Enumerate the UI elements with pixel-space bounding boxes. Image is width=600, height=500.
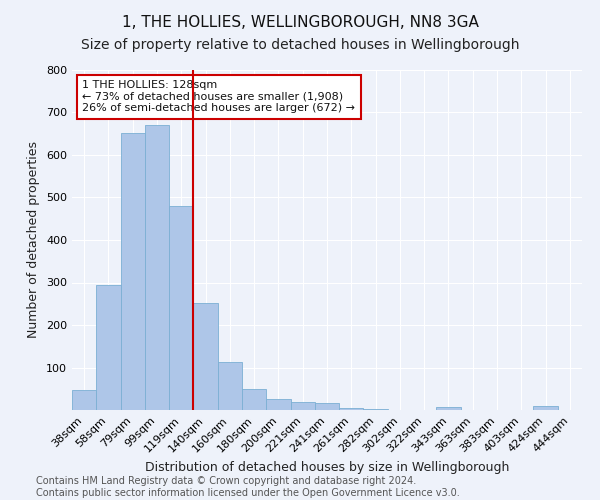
Bar: [193, 303, 218, 410]
Bar: [533, 406, 558, 410]
Bar: [364, 409, 388, 410]
Text: 1, THE HOLLIES, WELLINGBOROUGH, NN8 3GA: 1, THE HOLLIES, WELLINGBOROUGH, NN8 3GA: [122, 15, 478, 30]
X-axis label: Distribution of detached houses by size in Wellingborough: Distribution of detached houses by size …: [145, 461, 509, 474]
Text: 1 THE HOLLIES: 128sqm
← 73% of detached houses are smaller (1,908)
26% of semi-d: 1 THE HOLLIES: 128sqm ← 73% of detached …: [82, 80, 355, 114]
Bar: [339, 408, 364, 410]
Text: Size of property relative to detached houses in Wellingborough: Size of property relative to detached ho…: [81, 38, 519, 52]
Bar: [72, 390, 96, 410]
Bar: [436, 406, 461, 410]
Bar: [121, 134, 145, 410]
Bar: [315, 403, 339, 410]
Bar: [242, 389, 266, 410]
Text: Contains HM Land Registry data © Crown copyright and database right 2024.
Contai: Contains HM Land Registry data © Crown c…: [36, 476, 460, 498]
Bar: [96, 285, 121, 410]
Bar: [290, 402, 315, 410]
Bar: [169, 206, 193, 410]
Bar: [218, 362, 242, 410]
Y-axis label: Number of detached properties: Number of detached properties: [28, 142, 40, 338]
Bar: [145, 125, 169, 410]
Bar: [266, 398, 290, 410]
